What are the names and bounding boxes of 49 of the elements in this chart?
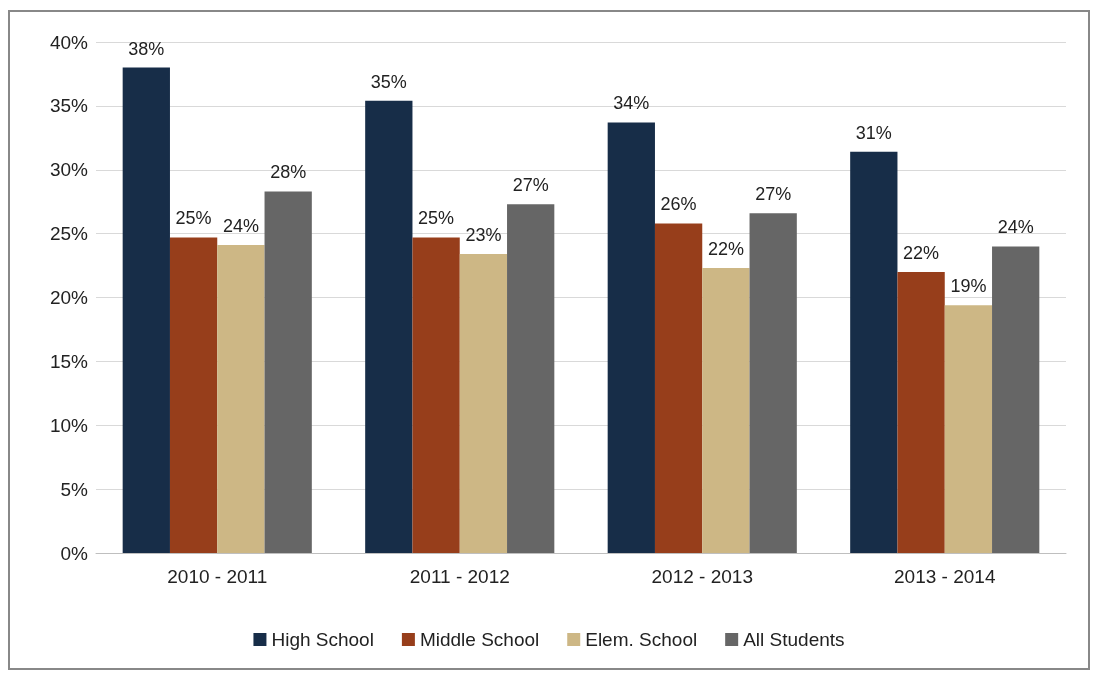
- legend-label: All Students: [743, 629, 845, 650]
- data-label: 31%: [855, 122, 892, 143]
- bar: [169, 237, 218, 553]
- bar: [217, 245, 265, 553]
- bar: [607, 122, 655, 553]
- y-tick-label: 25%: [49, 223, 89, 245]
- data-label: 34%: [613, 93, 650, 114]
- x-tick-label: 2010 - 2011: [167, 566, 268, 587]
- y-tick-label: 40%: [49, 31, 89, 53]
- y-tick-label: 10%: [49, 414, 89, 436]
- bar: [702, 268, 750, 553]
- bar: [992, 246, 1040, 553]
- bar: [412, 237, 460, 553]
- data-label: 19%: [950, 276, 987, 297]
- bar: [749, 213, 797, 553]
- x-tick-label: 2012 - 2013: [651, 566, 753, 587]
- legend-label: Elem. School: [585, 629, 698, 650]
- x-tick-label: 2011 - 2012: [409, 566, 510, 587]
- data-label: 27%: [755, 184, 792, 205]
- data-label: 24%: [222, 216, 259, 237]
- data-label: 27%: [512, 175, 549, 196]
- data-label: 25%: [418, 208, 455, 229]
- bar: [654, 223, 703, 553]
- bar: [944, 305, 993, 553]
- data-label: 35%: [370, 71, 407, 92]
- bar: [122, 67, 170, 553]
- y-tick-label: 20%: [49, 287, 89, 308]
- y-tick-label: 35%: [49, 95, 89, 117]
- data-label: 38%: [128, 38, 165, 59]
- legend-label: High School: [271, 629, 374, 650]
- y-tick-label: 30%: [49, 159, 89, 181]
- legend-label: Middle School: [419, 629, 540, 650]
- y-tick-label: 5%: [60, 478, 89, 500]
- data-label: 22%: [707, 239, 744, 260]
- data-label: 25%: [175, 208, 212, 229]
- data-label: 22%: [903, 242, 940, 263]
- data-label: 28%: [270, 162, 307, 183]
- y-tick-label: 15%: [49, 350, 89, 372]
- data-label: 23%: [465, 225, 502, 246]
- bar: [365, 100, 413, 553]
- bar: [850, 151, 898, 553]
- bar: [897, 271, 945, 553]
- bar: [264, 191, 312, 553]
- bar: [507, 204, 555, 553]
- x-tick-label: 2013 - 2014: [894, 566, 996, 587]
- data-label: 24%: [997, 217, 1034, 238]
- bar: [459, 254, 508, 553]
- data-label: 26%: [660, 194, 697, 215]
- y-tick-label: 0%: [60, 542, 89, 564]
